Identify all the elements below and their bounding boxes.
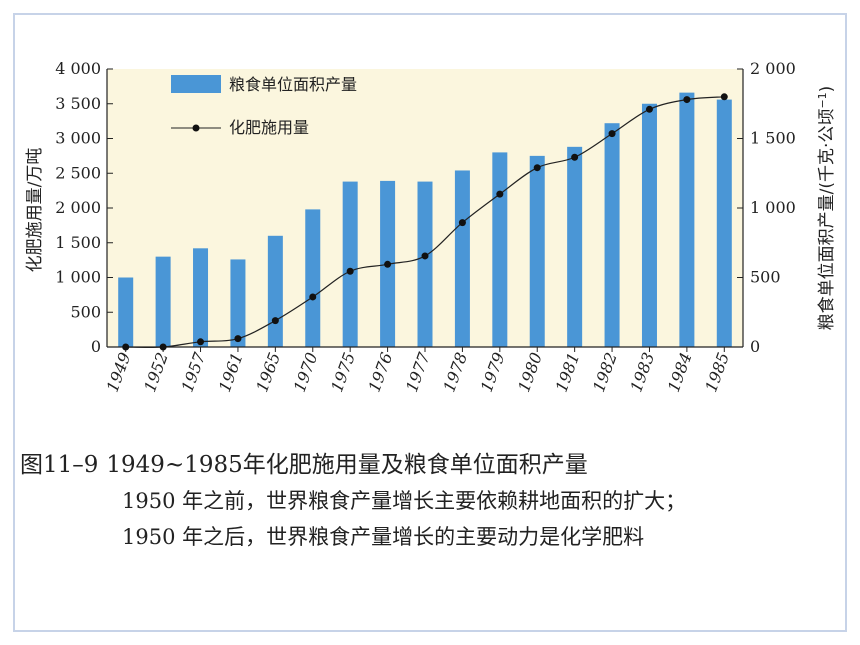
caption-title-line: 图11–9 1949~1985年化肥施用量及粮食单位面积产量 (20, 447, 850, 483)
bar-1980 (529, 155, 545, 347)
left-tick-label: 1 000 (55, 268, 101, 287)
x-tick-label-1957: 1957 (178, 349, 210, 395)
left-tick-label: 1 500 (55, 233, 101, 252)
bar-1977 (417, 181, 433, 347)
figure-caption: 图11–9 1949~1985年化肥施用量及粮食单位面积产量 1950 年之前，世… (20, 447, 850, 555)
x-tick-label-1952: 1952 (140, 350, 172, 395)
bar-1985 (716, 99, 732, 347)
legend-line-marker (192, 124, 200, 132)
x-tick-label-1977: 1977 (402, 349, 434, 395)
fertilizer-point-1985 (720, 93, 728, 101)
bar-1984 (679, 92, 695, 347)
x-tick-label-1949: 1949 (103, 350, 135, 395)
right-tick-label: 1 000 (750, 198, 796, 217)
caption-note-2: 1950 年之后，世界粮食产量增长的主要动力是化学肥料 (122, 525, 645, 549)
bar-1957 (193, 248, 209, 347)
legend-bar-swatch (171, 75, 221, 93)
bar-1978 (454, 170, 470, 347)
fertilizer-point-1978 (458, 219, 466, 227)
right-axis-title-end: ) (817, 86, 837, 93)
bar-1970 (305, 209, 321, 347)
fertilizer-point-1957 (197, 338, 205, 346)
x-tick-label-1979: 1979 (477, 350, 509, 395)
x-tick-label-1965: 1965 (252, 350, 284, 395)
fertilizer-point-1981 (571, 153, 579, 161)
bar-1949 (118, 277, 134, 347)
x-tick-label-1982: 1982 (589, 350, 621, 395)
left-tick-label: 3 000 (55, 129, 101, 148)
fertilizer-point-1982 (608, 130, 616, 138)
left-tick-label: 4 000 (55, 59, 101, 78)
x-tick-label-1984: 1984 (664, 350, 696, 395)
fertilizer-point-1980 (533, 164, 541, 172)
fertilizer-point-1979 (496, 190, 504, 198)
fertilizer-point-1961 (234, 335, 242, 343)
fertilizer-point-1970 (309, 293, 317, 301)
left-tick-label: 0 (91, 337, 101, 356)
right-axis-title: 粮食单位面积产量/(千克·公顷−1) (816, 86, 838, 331)
left-axis-title: 化肥施用量/万吨 (25, 148, 45, 273)
bar-1961 (230, 259, 246, 347)
figure-number: 图11–9 (20, 452, 99, 478)
right-tick-label: 2 000 (750, 59, 796, 78)
right-tick-label: 0 (750, 337, 760, 356)
bar-1952 (155, 256, 171, 347)
fertilizer-point-1965 (271, 317, 279, 325)
right-axis-title-sup: −1 (816, 92, 829, 108)
x-tick-label-1975: 1975 (327, 350, 359, 395)
fertilizer-point-1949 (122, 343, 130, 351)
figure-title: 1949~1985年化肥施用量及粮食单位面积产量 (106, 452, 588, 478)
bar-1982 (604, 123, 620, 348)
right-axis-title-main: 粮食单位面积产量/(千克·公顷 (817, 109, 837, 331)
left-tick-label: 2 000 (55, 198, 101, 217)
left-tick-label: 500 (70, 302, 101, 321)
x-tick-label-1978: 1978 (439, 350, 471, 395)
x-tick-label-1970: 1970 (290, 350, 322, 395)
right-tick-label: 1 500 (750, 129, 796, 148)
fertilizer-point-1983 (645, 105, 653, 113)
bar-1975 (342, 181, 358, 347)
x-tick-label-1980: 1980 (514, 350, 546, 395)
fertilizer-point-1975 (346, 267, 354, 275)
legend-bar-label: 粮食单位面积产量 (229, 75, 357, 94)
bar-1979 (492, 152, 508, 347)
fertilizer-point-1952 (159, 343, 167, 351)
left-tick-label: 3 500 (55, 94, 101, 113)
x-tick-label-1983: 1983 (626, 350, 658, 395)
bar-1965 (267, 235, 283, 347)
outer-border (13, 13, 847, 632)
fertilizer-point-1984 (683, 96, 691, 104)
bar-1981 (567, 146, 583, 347)
fertilizer-point-1977 (421, 252, 429, 260)
legend-line-label: 化肥施用量 (229, 118, 309, 137)
x-tick-label-1961: 1961 (215, 350, 247, 395)
fertilizer-point-1976 (384, 260, 392, 268)
x-tick-label-1976: 1976 (365, 350, 397, 395)
bar-1983 (641, 103, 657, 347)
left-tick-label: 2 500 (55, 163, 101, 182)
right-tick-label: 500 (750, 268, 781, 287)
caption-note-1: 1950 年之前，世界粮食产量增长主要依赖耕地面积的扩大； (122, 489, 687, 513)
x-tick-label-1985: 1985 (701, 350, 733, 395)
x-tick-label-1981: 1981 (552, 350, 584, 395)
chart-svg: 0 500 1 000 1 500 2 000 2 500 3 000 3 500 4 000 0… (25, 59, 838, 395)
